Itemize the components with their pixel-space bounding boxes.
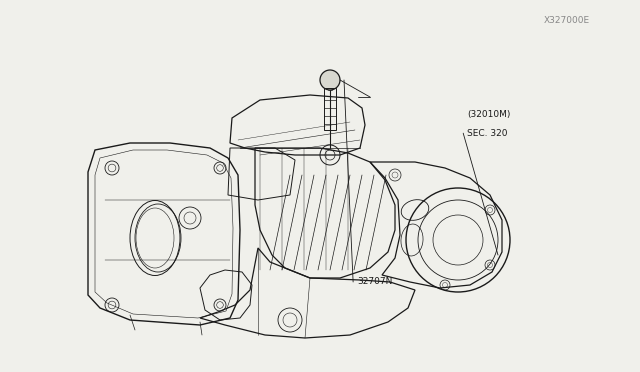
Text: X327000E: X327000E [543, 16, 589, 25]
Text: 32707N: 32707N [357, 278, 392, 286]
Text: (32010M): (32010M) [467, 110, 511, 119]
Text: SEC. 320: SEC. 320 [467, 129, 508, 138]
Circle shape [320, 70, 340, 90]
